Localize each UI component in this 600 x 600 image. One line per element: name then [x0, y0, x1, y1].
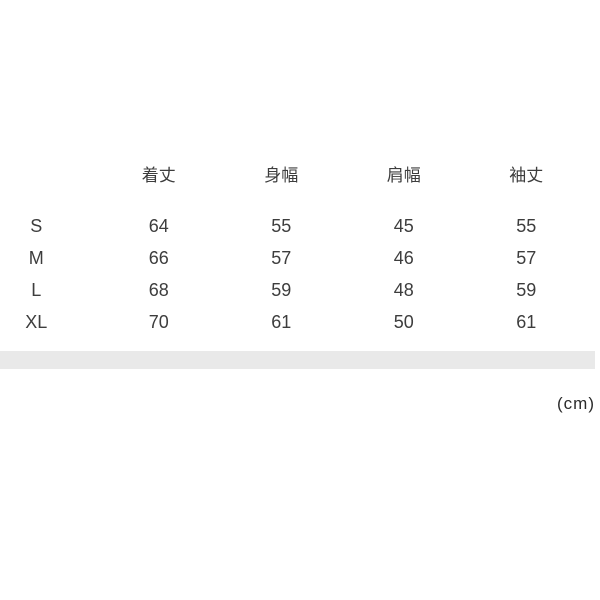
table-cell: 70	[148, 312, 169, 332]
table-cell: 46	[393, 248, 414, 268]
row-label-xl: XL	[25, 312, 48, 332]
table-cell: 55	[516, 216, 537, 236]
table-cell: 59	[271, 280, 292, 300]
column-header-shoulder-width: 肩幅	[386, 166, 421, 185]
table-cell: 45	[393, 216, 414, 236]
unit-label: (cm)	[557, 394, 595, 413]
divider-bar	[0, 351, 595, 369]
row-label-s: S	[30, 216, 43, 236]
column-header-sleeve-length: 袖丈	[509, 166, 544, 185]
table-cell: 61	[516, 312, 537, 332]
row-label-m: M	[28, 248, 44, 268]
table-cell: 66	[148, 248, 169, 268]
table-cell: 55	[271, 216, 292, 236]
column-header-length: 着丈	[141, 166, 176, 185]
table-cell: 48	[393, 280, 414, 300]
table-cell: 68	[148, 280, 169, 300]
column-header-body-width: 身幅	[264, 166, 299, 185]
table-cell: 59	[516, 280, 537, 300]
table-cell: 64	[148, 216, 169, 236]
table-cell: 61	[271, 312, 292, 332]
row-label-l: L	[31, 280, 42, 300]
table-cell: 50	[393, 312, 414, 332]
size-table: 着丈 身幅 肩幅 袖丈 S 64 55 45 55 M 66 57 46 57 …	[0, 160, 588, 338]
table-cell: 57	[271, 248, 292, 268]
table-cell: 57	[516, 248, 537, 268]
corner-cell	[0, 160, 98, 210]
